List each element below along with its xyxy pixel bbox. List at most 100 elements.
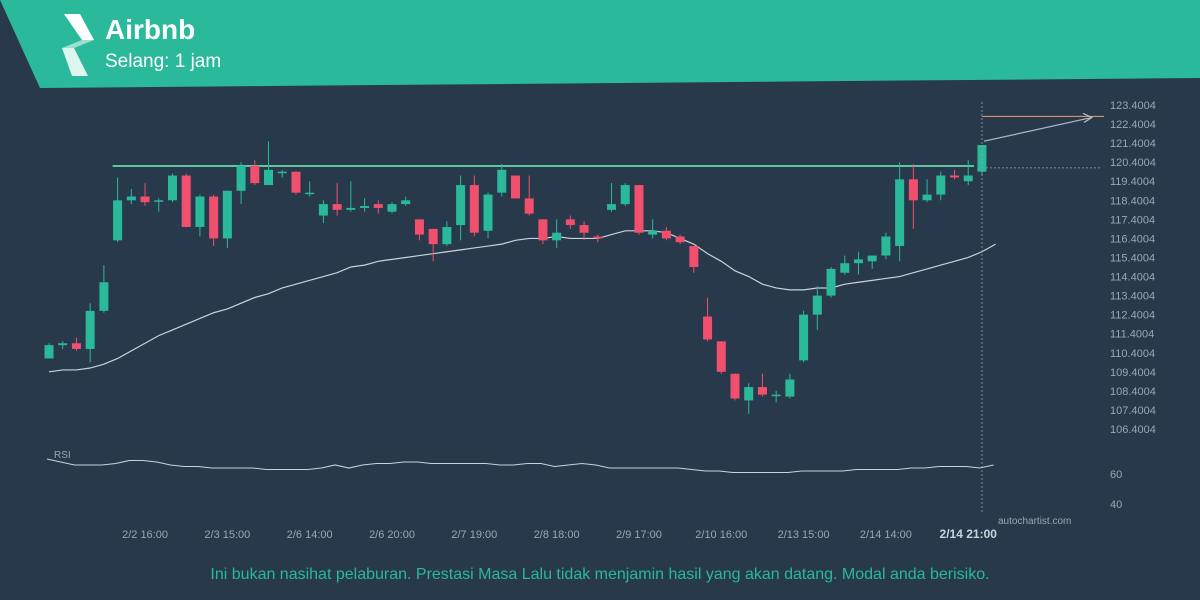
- candle-body: [950, 175, 960, 178]
- time-axis-label: 2/9 17:00: [616, 529, 662, 541]
- candle: [950, 169, 960, 180]
- candle-body: [140, 196, 150, 203]
- candle-body: [716, 341, 726, 372]
- candle: [963, 160, 973, 186]
- candle: [126, 188, 136, 205]
- candle: [318, 200, 328, 224]
- candle-body: [881, 236, 891, 256]
- candle-body: [277, 171, 287, 174]
- candle: [867, 255, 877, 269]
- rsi-line: [46, 458, 994, 474]
- candle-body: [85, 310, 95, 349]
- price-tick-label: 107.4004: [1110, 405, 1156, 417]
- candle: [181, 173, 191, 227]
- candle: [140, 183, 150, 207]
- candle: [373, 200, 383, 214]
- candle: [648, 219, 658, 239]
- forecast-arrow-line: [983, 116, 1093, 142]
- candle-body: [607, 204, 617, 210]
- candle-body: [730, 373, 740, 399]
- candle-body: [99, 282, 109, 311]
- time-axis-label: 2/6 14:00: [287, 529, 333, 541]
- candle: [99, 265, 109, 313]
- candle-body: [469, 185, 479, 233]
- candle-body: [840, 263, 850, 273]
- candle: [799, 310, 809, 363]
- time-axis-label: 2/7 19:00: [451, 529, 497, 541]
- price-chart: 123.4004 122.4004 121.4004 120.4004 119.4004…: [44, 100, 1156, 541]
- candle: [661, 226, 671, 241]
- candle: [277, 169, 287, 178]
- candle: [154, 198, 164, 212]
- candle: [730, 373, 740, 401]
- autochartist-logo-icon: [62, 14, 94, 76]
- candle-body: [154, 200, 164, 202]
- price-tick-label: 119.4004: [1110, 176, 1155, 188]
- time-axis-label: 2/2 16:00: [122, 529, 168, 541]
- candle: [689, 246, 699, 273]
- candle: [442, 221, 452, 247]
- price-tick-label: 112.4004: [1110, 310, 1155, 322]
- price-tick-label: 116.4004: [1110, 233, 1155, 245]
- candle: [703, 297, 713, 342]
- candle-body: [812, 295, 822, 315]
- candle: [538, 219, 548, 245]
- candle-body: [661, 230, 671, 239]
- candle-body: [579, 225, 589, 233]
- candle: [250, 160, 260, 186]
- price-tick-label: 118.4004: [1110, 195, 1155, 207]
- candle: [58, 341, 68, 349]
- candle-body: [181, 175, 191, 227]
- candle: [936, 171, 946, 201]
- candle: [771, 390, 781, 403]
- candle: [291, 171, 301, 195]
- price-tick-label: 122.4004: [1110, 119, 1156, 131]
- candle: [812, 286, 822, 330]
- candle: [497, 164, 507, 197]
- time-axis-label: 2/10 16:00: [695, 529, 747, 541]
- candle: [456, 175, 466, 241]
- candle-body: [593, 236, 603, 239]
- candle-body: [209, 196, 219, 239]
- candle-body: [373, 204, 383, 208]
- candle: [826, 267, 836, 298]
- candle: [593, 234, 603, 243]
- header-band: [0, 0, 1200, 88]
- price-tick-label: 109.4004: [1110, 367, 1156, 379]
- time-axis-label: 2/13 15:00: [778, 529, 830, 541]
- candle-body: [167, 175, 177, 201]
- price-tick-label: 114.4004: [1110, 272, 1155, 284]
- candle-body: [703, 316, 713, 340]
- candle-body: [305, 192, 315, 195]
- time-axis-label: 2/3 15:00: [204, 529, 250, 541]
- candle-body: [332, 204, 342, 210]
- candle-body: [799, 314, 809, 361]
- candle-body: [757, 387, 767, 395]
- candle-body: [922, 194, 932, 201]
- candle-body: [44, 345, 54, 359]
- candle: [620, 183, 630, 207]
- candle-body: [963, 175, 973, 182]
- candle: [716, 341, 726, 374]
- price-tick-label: 111.4004: [1110, 329, 1154, 341]
- candle: [414, 219, 424, 241]
- candle: [853, 251, 863, 275]
- candle: [483, 192, 493, 239]
- candle: [71, 337, 81, 351]
- rsi-label: RSI: [54, 450, 71, 461]
- candle-body: [510, 175, 520, 199]
- page-title: Airbnb: [105, 14, 196, 45]
- candle: [552, 219, 562, 248]
- candle-body: [483, 194, 493, 231]
- candle-body: [126, 196, 136, 201]
- candle-body: [291, 171, 301, 193]
- candle-body: [634, 185, 644, 233]
- price-tick-label: 110.4004: [1110, 348, 1155, 360]
- candle-body: [826, 268, 836, 296]
- candle-body: [428, 228, 438, 245]
- price-tick-label: 123.4004: [1110, 100, 1156, 112]
- candle-body: [401, 200, 411, 205]
- candle: [469, 175, 479, 237]
- candle: [744, 383, 754, 414]
- rsi-tick-label: 40: [1110, 499, 1122, 511]
